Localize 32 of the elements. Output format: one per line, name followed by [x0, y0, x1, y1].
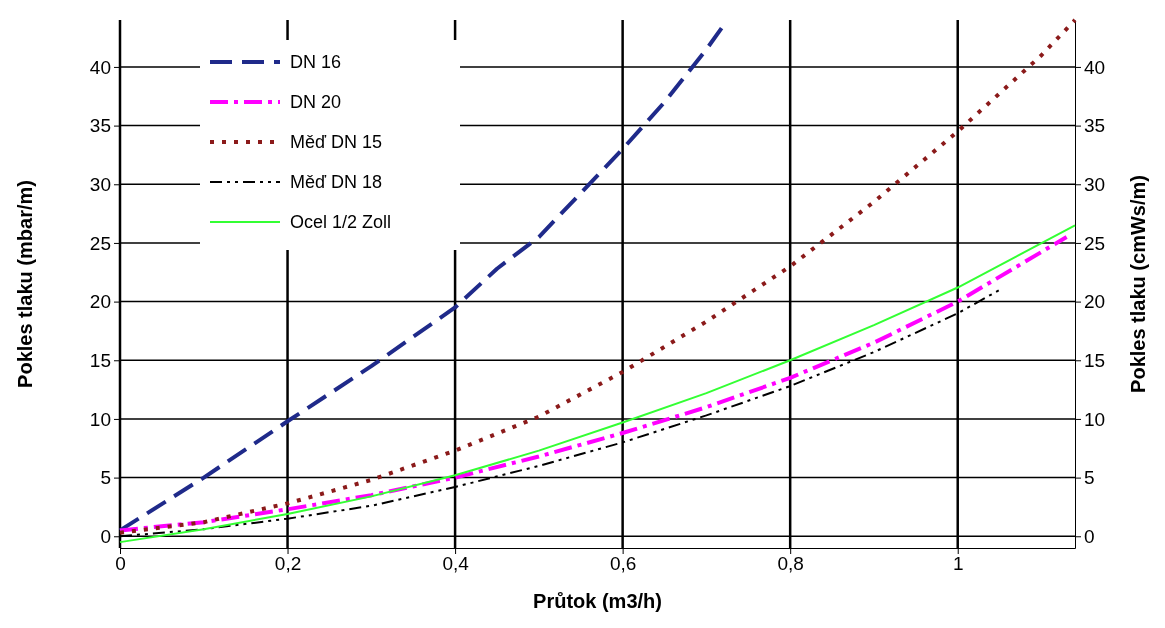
y-tick-label: 10 — [89, 408, 111, 430]
legend-label: DN 16 — [290, 52, 342, 72]
y2-axis-title: Pokles tlaku (cmWs/m) — [1127, 175, 1149, 393]
legend-label: Ocel 1/2 Zoll — [290, 212, 392, 232]
y2-tick-label: 25 — [1084, 232, 1106, 254]
x-tick-label: 0,4 — [442, 553, 470, 575]
y-tick-label: 0 — [100, 525, 111, 547]
y2-tick-label: 35 — [1084, 115, 1106, 137]
x-axis-title: Průtok (m3/h) — [533, 590, 662, 612]
y-tick-label: 30 — [89, 173, 111, 195]
y-tick-label: 25 — [89, 232, 111, 254]
legend-label: Měď DN 15 — [290, 132, 383, 152]
y2-tick-label: 5 — [1084, 467, 1095, 489]
x-tick-label: 0,8 — [777, 553, 804, 575]
legend-label: DN 20 — [290, 92, 342, 112]
y-tick-label: 35 — [89, 115, 111, 137]
y-tick-label: 15 — [89, 349, 111, 371]
y-tick-label: 5 — [100, 467, 111, 489]
y2-tick-label: 15 — [1084, 349, 1106, 371]
y-tick-label: 20 — [89, 291, 111, 313]
y2-tick-label: 0 — [1084, 525, 1095, 547]
y-tick-label: 40 — [89, 56, 111, 78]
legend-label: Měď DN 18 — [290, 172, 383, 192]
x-tick-label: 0,2 — [274, 553, 302, 575]
y2-tick-label: 10 — [1084, 408, 1106, 430]
x-tick-label: 1 — [952, 553, 964, 575]
x-tick-label: 0,6 — [609, 553, 637, 575]
y-axis-title: Pokles tlaku (mbar/m) — [14, 180, 36, 388]
x-tick-label: 0 — [115, 553, 126, 575]
y2-tick-label: 20 — [1084, 291, 1106, 313]
y2-tick-label: 40 — [1084, 56, 1106, 78]
y2-tick-label: 30 — [1084, 173, 1106, 195]
